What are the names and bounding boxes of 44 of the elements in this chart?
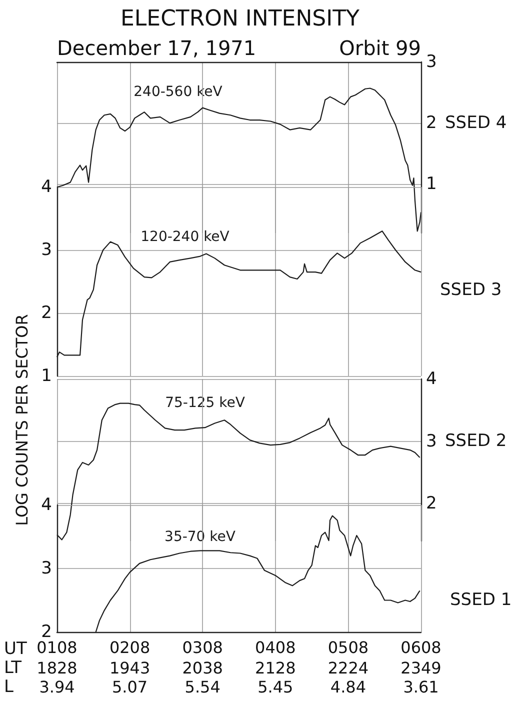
x-tick-label: 0208	[109, 638, 150, 657]
y2-tick-label: 3	[426, 52, 437, 72]
text: SSED 3	[440, 280, 502, 300]
text: 2349	[400, 658, 442, 678]
y-tick-label: 4	[41, 495, 52, 515]
y-tick-label: 1	[41, 366, 52, 386]
text: 1828	[36, 658, 78, 678]
text: SSED 2	[445, 431, 507, 451]
y2-tick-label: 1	[426, 174, 437, 194]
y-tick-label: 3	[41, 558, 52, 578]
text: Orbit 99	[339, 36, 421, 60]
text: 3.61	[403, 678, 439, 696]
chart-subtitle: December 17, 1971	[57, 36, 256, 60]
text: 2224	[328, 658, 369, 678]
x-tick-label: 0408	[255, 638, 296, 657]
series-label: 35-70 keV	[164, 529, 236, 545]
text: 4.84	[330, 678, 366, 696]
text: 2128	[255, 658, 296, 678]
x-tick-label: 0508	[328, 638, 369, 657]
chart-title: ELECTRON INTENSITY	[120, 6, 360, 32]
text: L	[4, 677, 14, 697]
y-tick-label: 3	[41, 240, 52, 260]
text: 5.54	[184, 678, 220, 696]
text: 1943	[109, 658, 150, 678]
y2-tick-label: 2	[426, 113, 437, 134]
y-tick-label: 2	[41, 303, 52, 323]
y2-tick-label: 4	[426, 369, 437, 389]
text: 5.07	[112, 678, 148, 696]
text: SSED 1	[450, 590, 512, 610]
x-tick-label: 0308	[182, 638, 223, 657]
series-label: 75-125 keV	[165, 395, 246, 411]
y-tick-label: 4	[41, 177, 52, 197]
x-tick-label: 0608	[400, 638, 442, 657]
y-axis-title: LOG COUNTS PER SECTOR	[12, 314, 32, 526]
text: LT	[4, 658, 22, 678]
text: 3.94	[39, 678, 75, 696]
y2-tick-label: 2	[426, 494, 437, 514]
series-label: 240-560 keV	[134, 84, 223, 100]
text: SSED 4	[445, 113, 507, 133]
y2-tick-label: 3	[426, 431, 437, 452]
text: 2038	[182, 658, 223, 678]
text: UT	[4, 639, 28, 659]
text: 5.45	[258, 678, 294, 696]
series-label: 120-240 keV	[140, 229, 230, 245]
